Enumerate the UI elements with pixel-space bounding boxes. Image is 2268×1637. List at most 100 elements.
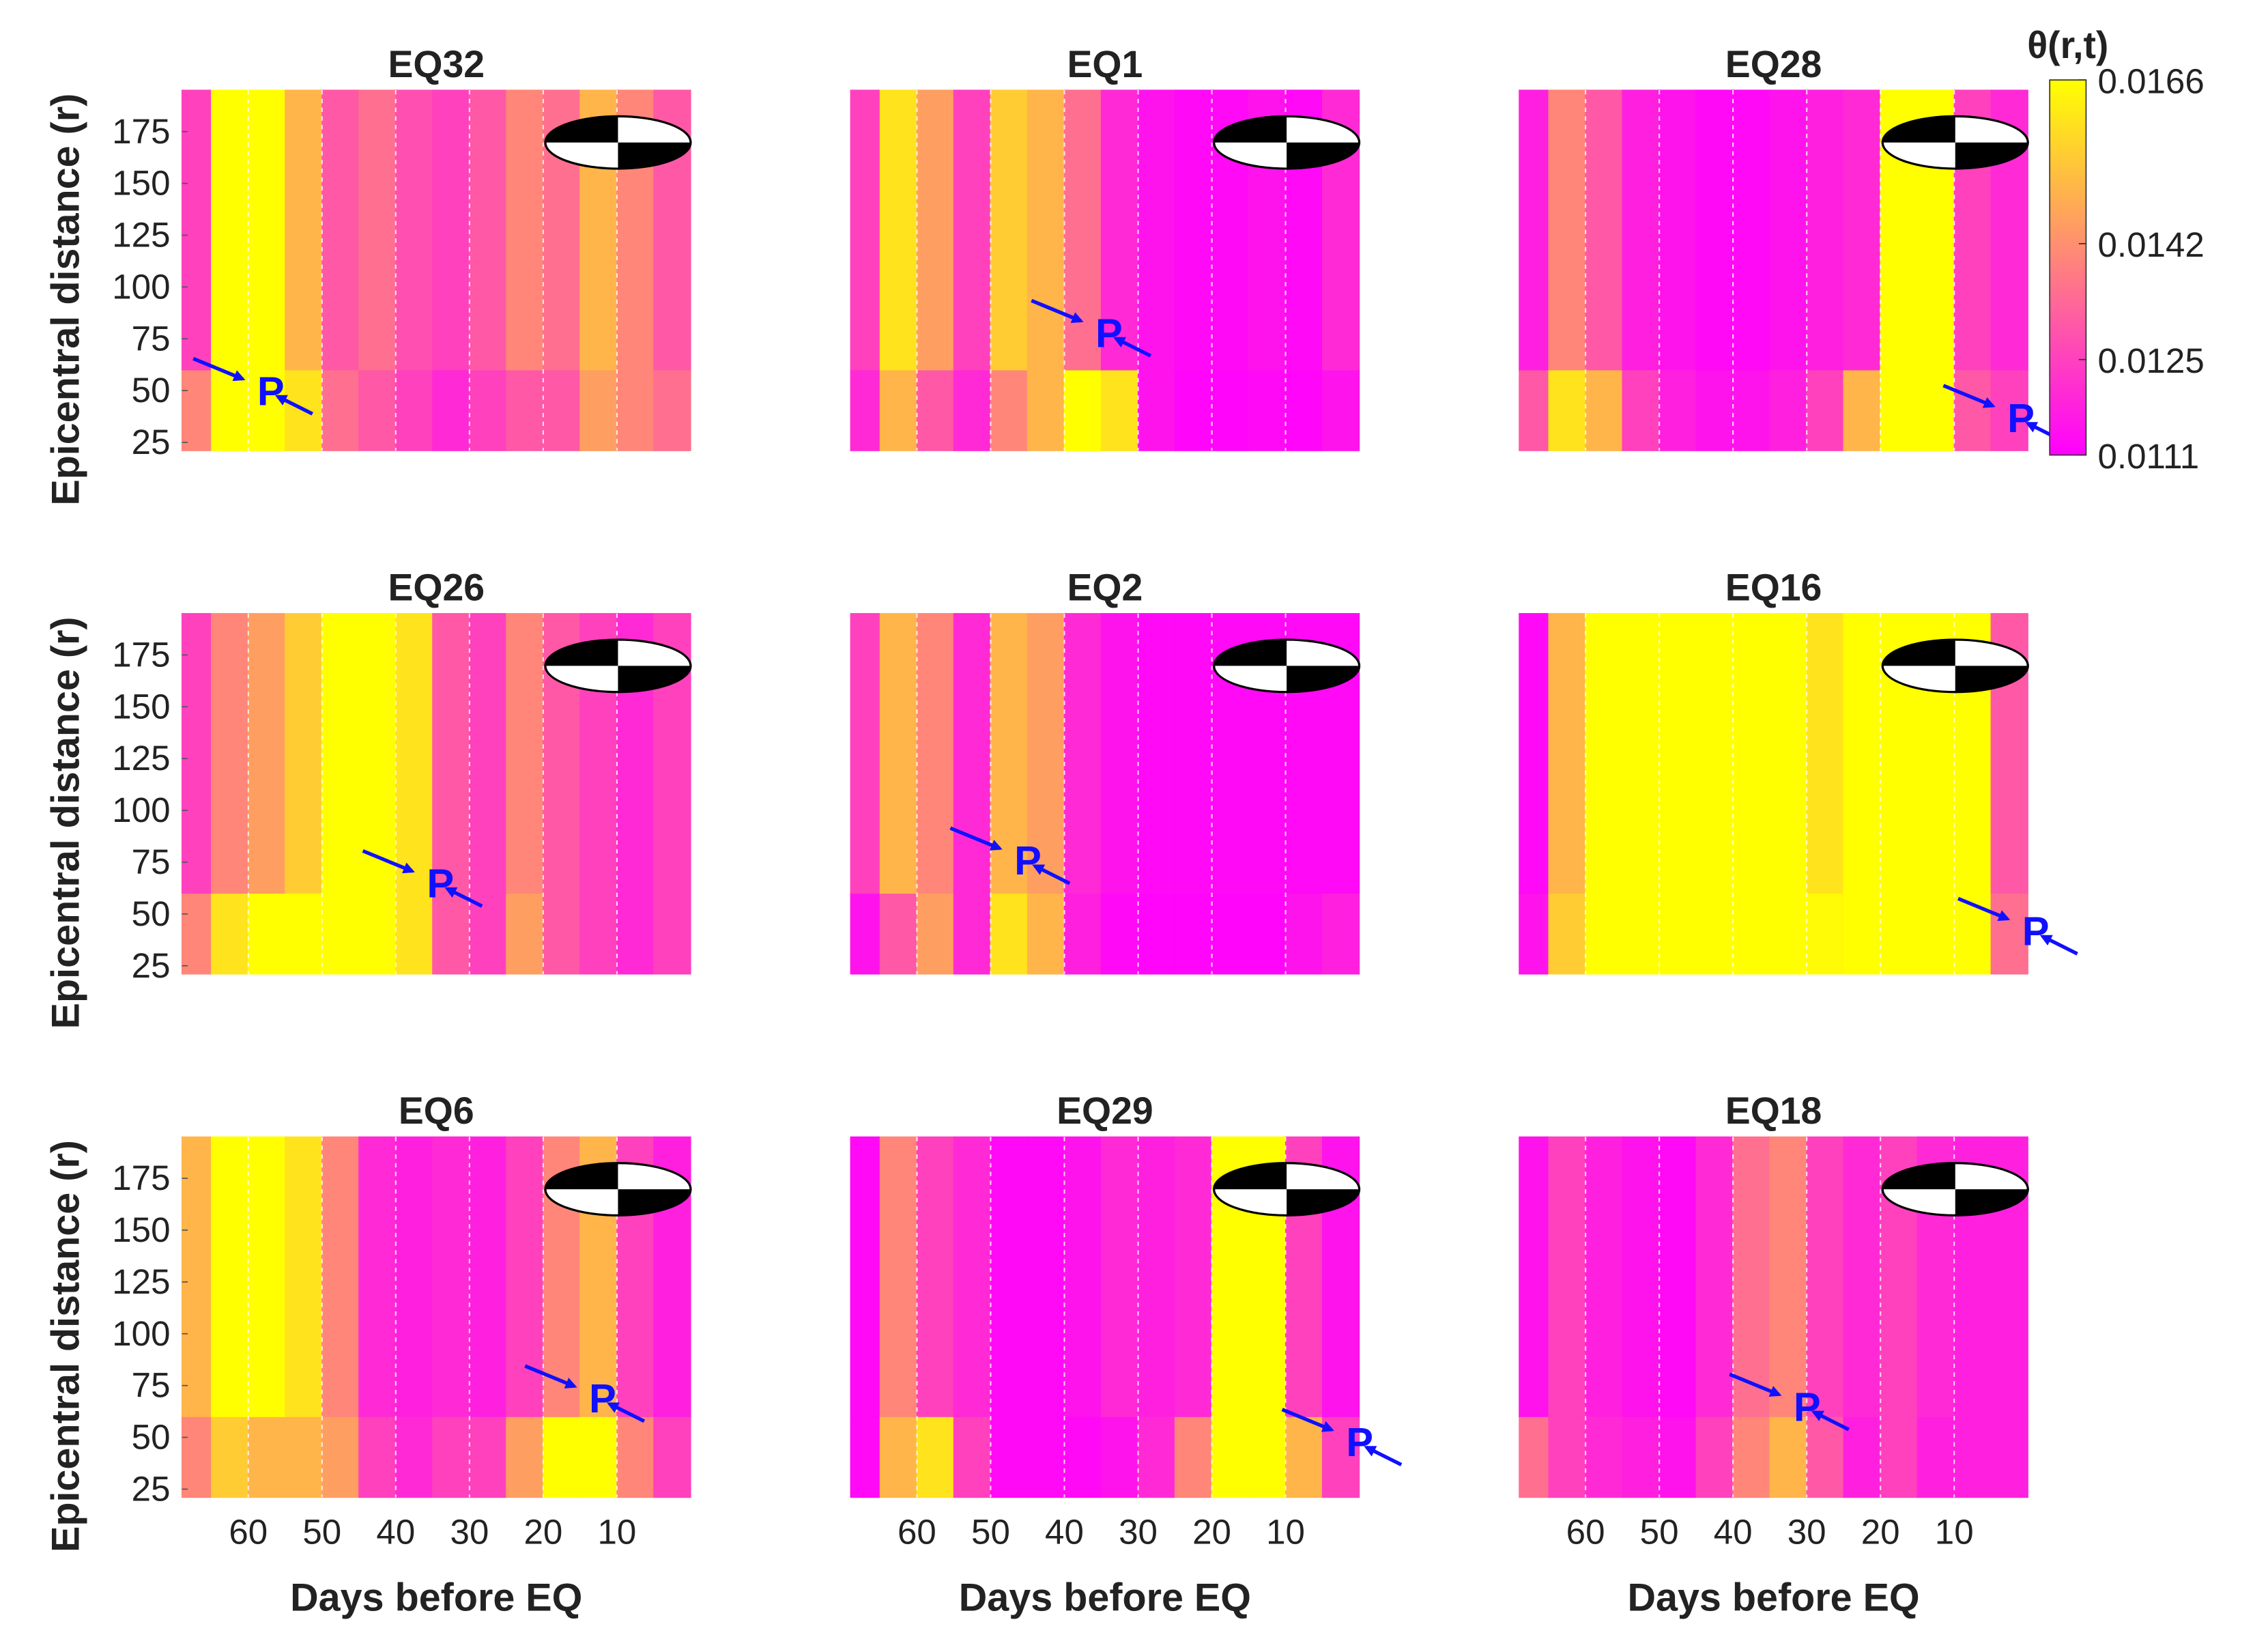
heat-cell — [248, 1416, 286, 1498]
arrow — [1729, 1372, 1782, 1397]
heat-cell — [321, 89, 360, 371]
panel-title: EQ6 — [399, 1090, 474, 1132]
x-axis-label: Days before EQ — [1627, 1576, 1919, 1620]
heat-cell — [285, 1416, 323, 1498]
arrow — [1942, 384, 1996, 408]
heat-cell — [653, 892, 691, 975]
x-tick-label: 50 — [1640, 1513, 1679, 1552]
heat-cell — [990, 89, 1029, 371]
heat-cell — [1248, 369, 1287, 451]
x-tick-label: 30 — [450, 1513, 489, 1552]
x-tick-label: 30 — [1119, 1513, 1158, 1552]
heat-cell — [1806, 1416, 1844, 1498]
heat-cell — [358, 1416, 397, 1498]
heat-cell — [469, 369, 507, 451]
heat-cell — [916, 89, 955, 371]
arrow — [524, 1364, 577, 1389]
heat-cell — [653, 1416, 691, 1498]
heat-cell — [1953, 1416, 1992, 1498]
arrow — [1811, 1410, 1850, 1432]
y-tick-label: 25 — [132, 946, 171, 985]
heat-cell — [543, 369, 581, 451]
beachball-quadrant — [545, 640, 618, 666]
y-tick-label: 75 — [132, 1366, 171, 1405]
annotation: P — [257, 368, 285, 414]
colorbar-tick-label: 0.0166 — [2097, 61, 2204, 100]
annotation: P — [589, 1376, 616, 1421]
heat-cell — [1519, 613, 1549, 894]
heat-cell — [1027, 1136, 1065, 1417]
heat-cell — [953, 1416, 992, 1498]
colorbar-label: θ(r,t) — [2027, 24, 2108, 66]
annotation: P — [1095, 310, 1123, 356]
heat-cell — [1137, 1416, 1176, 1498]
panel: EQ16 P — [1519, 567, 2078, 975]
x-tick-label: 50 — [302, 1513, 341, 1552]
x-tick-label: 20 — [1192, 1513, 1231, 1552]
arrow — [1032, 864, 1071, 885]
heat-cell — [321, 613, 360, 894]
heat-cell — [1100, 613, 1139, 894]
arrow — [274, 395, 313, 416]
arrow — [1281, 1408, 1334, 1432]
heat-cell — [211, 89, 249, 371]
heat-cell — [916, 1136, 955, 1417]
heat-cell — [211, 369, 249, 451]
beachball-quadrant — [1882, 1163, 1955, 1190]
heat-cell — [285, 89, 323, 371]
heat-cell — [879, 369, 918, 451]
heat-cell — [506, 1416, 544, 1498]
heat-cell — [1211, 1416, 1250, 1498]
y-tick-label: 125 — [112, 739, 170, 778]
beachball-quadrant — [545, 1163, 618, 1190]
heat-cell — [653, 369, 691, 451]
y-axis-label: Epicentral distance (r) — [44, 94, 87, 506]
heat-cell — [1027, 89, 1065, 371]
heat-cell — [990, 369, 1029, 451]
heat-cell — [432, 89, 470, 371]
x-tick-label: 60 — [1566, 1513, 1605, 1552]
heat-cell — [469, 892, 507, 975]
heat-cell — [469, 89, 507, 371]
heat-cell — [321, 1416, 360, 1498]
arrow — [1031, 298, 1084, 324]
heat-cell — [1137, 1136, 1176, 1417]
heat-cell — [181, 892, 212, 975]
annotation: P — [1014, 838, 1042, 883]
y-tick-label: 25 — [132, 423, 171, 461]
x-tick-label: 40 — [1714, 1513, 1753, 1552]
y-tick-label: 150 — [112, 164, 170, 203]
heat-cell — [469, 1136, 507, 1417]
heat-cell — [1284, 1416, 1323, 1498]
y-tick-label: 25 — [132, 1469, 171, 1508]
panel-title: EQ18 — [1725, 1090, 1822, 1132]
heat-cell — [1174, 89, 1213, 371]
heat-cell — [1695, 1136, 1734, 1417]
annotation-arrows — [1729, 1372, 1850, 1432]
heat-cell — [953, 1136, 992, 1417]
heat-cell — [1211, 369, 1250, 451]
heat-cell — [879, 89, 918, 371]
heat-cell — [1100, 369, 1139, 451]
heat-cell — [1585, 369, 1623, 451]
annotation-arrows — [949, 826, 1071, 885]
heat-cell — [1769, 89, 1807, 371]
y-tick-label: 100 — [112, 1314, 170, 1353]
heat-cell — [616, 369, 655, 451]
heat-cell — [1100, 89, 1139, 371]
x-tick-label: 10 — [597, 1513, 636, 1552]
y-tick-label: 100 — [112, 267, 170, 306]
heat-cell — [1137, 89, 1176, 371]
heat-cell — [1880, 369, 1918, 451]
arrow — [949, 826, 1003, 851]
x-tick-label: 60 — [229, 1513, 268, 1552]
heat-cell — [1027, 892, 1065, 975]
heat-cell — [1548, 613, 1586, 894]
heat-cell — [1695, 613, 1734, 894]
heat-cell — [1321, 892, 1360, 975]
beachball-quadrant — [1214, 116, 1287, 143]
heat-cell — [1519, 89, 1549, 371]
heat-cell — [395, 892, 433, 975]
heat-cell — [1622, 613, 1660, 894]
heat-cell — [1248, 1416, 1287, 1498]
